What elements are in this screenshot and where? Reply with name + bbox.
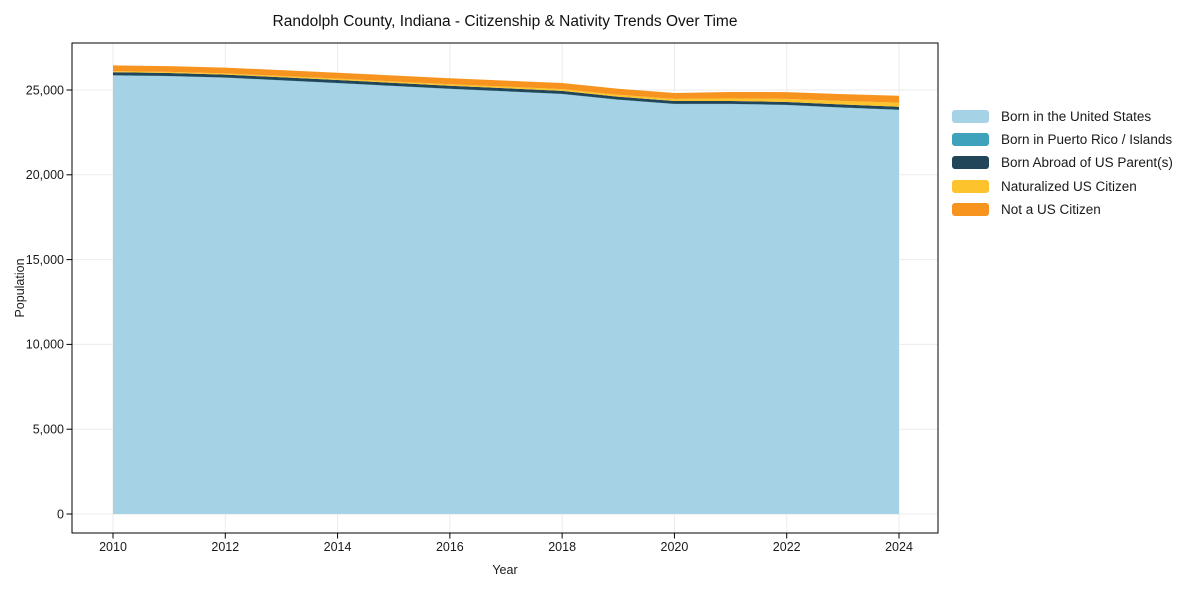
- legend-swatch-icon: [952, 202, 989, 216]
- x-axis-ticks: 2010 2012 2014 2016 2018 2020 2022 2024: [99, 533, 913, 554]
- area-series-1: [113, 75, 899, 111]
- legend-item: Not a US Citizen: [952, 198, 1173, 221]
- area-series-4: [113, 65, 899, 103]
- y-tick-label: 5,000: [33, 423, 64, 437]
- x-tick-label: 2018: [548, 540, 576, 554]
- legend: Born in the United States Born in Puerto …: [952, 105, 1173, 221]
- y-tick-label: 10,000: [26, 338, 64, 352]
- legend-item-label: Born in the United States: [1001, 109, 1152, 125]
- y-axis-label: Population: [13, 258, 27, 318]
- y-tick-label: 15,000: [26, 253, 64, 267]
- x-axis-label: Year: [492, 563, 518, 577]
- legend-swatch-icon: [952, 179, 989, 193]
- x-tick-label: 2016: [436, 540, 464, 554]
- legend-item: Born Abroad of US Parent(s): [952, 151, 1173, 174]
- axes-frame: [71, 42, 939, 534]
- chart-title: Randolph County, Indiana - Citizenship &…: [272, 13, 738, 30]
- x-tick-label: 2022: [773, 540, 801, 554]
- legend-swatch-icon: [952, 110, 989, 124]
- x-tick-label: 2024: [885, 540, 913, 554]
- legend-item: Born in the United States: [952, 105, 1173, 128]
- x-tick-label: 2020: [661, 540, 689, 554]
- legend-swatch-icon: [952, 156, 989, 170]
- x-tick-label: 2014: [324, 540, 352, 554]
- y-axis-ticks: 0 5,000 10,000 15,000 20,000 25,000: [26, 83, 72, 521]
- legend-item-label: Born in Puerto Rico / Islands: [1001, 132, 1173, 148]
- legend-item-label: Naturalized US Citizen: [1001, 178, 1137, 194]
- y-tick-label: 0: [57, 507, 64, 521]
- legend-item-label: Born Abroad of US Parent(s): [1001, 155, 1173, 171]
- area-series-3: [113, 71, 899, 107]
- x-tick-label: 2012: [211, 540, 239, 554]
- legend-item-label: Not a US Citizen: [1001, 201, 1101, 217]
- legend-item: Born in Puerto Rico / Islands: [952, 128, 1173, 151]
- y-tick-label: 20,000: [26, 168, 64, 182]
- y-tick-label: 25,000: [26, 83, 64, 97]
- area-series-0: [113, 75, 899, 514]
- x-tick-label: 2010: [99, 540, 127, 554]
- legend-item: Naturalized US Citizen: [952, 175, 1173, 198]
- area-series-2: [113, 72, 899, 110]
- legend-swatch-icon: [952, 133, 989, 147]
